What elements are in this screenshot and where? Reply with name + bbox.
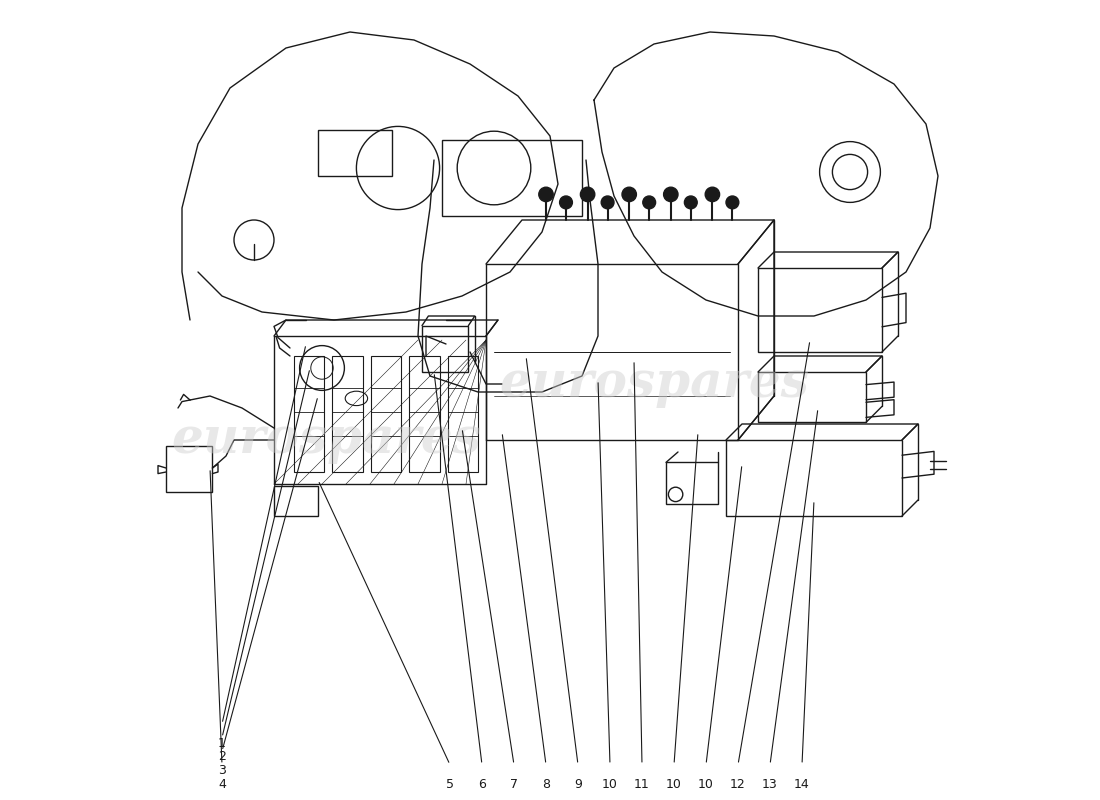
Circle shape xyxy=(539,187,553,202)
Bar xyxy=(166,446,212,492)
Circle shape xyxy=(602,196,614,209)
Text: 11: 11 xyxy=(634,778,650,790)
Text: 6: 6 xyxy=(478,778,486,790)
Bar xyxy=(409,356,440,472)
Circle shape xyxy=(560,196,572,209)
Bar xyxy=(758,268,882,352)
Bar xyxy=(294,356,324,472)
Circle shape xyxy=(726,196,739,209)
Text: 5: 5 xyxy=(446,778,454,790)
Circle shape xyxy=(642,196,656,209)
Text: 3: 3 xyxy=(218,764,226,777)
Text: 10: 10 xyxy=(602,778,618,790)
Bar xyxy=(371,356,402,472)
Text: 14: 14 xyxy=(794,778,810,790)
Circle shape xyxy=(684,196,697,209)
Text: eurospares: eurospares xyxy=(172,415,481,465)
Circle shape xyxy=(621,187,637,202)
Text: 8: 8 xyxy=(542,778,550,790)
Text: 4: 4 xyxy=(218,778,226,790)
Bar xyxy=(448,356,478,472)
Text: 10: 10 xyxy=(667,778,682,790)
Circle shape xyxy=(581,187,595,202)
Text: 10: 10 xyxy=(698,778,714,790)
Bar xyxy=(666,462,718,504)
Bar xyxy=(274,486,318,516)
Bar xyxy=(332,356,363,472)
Text: eurospares: eurospares xyxy=(499,359,808,409)
Bar xyxy=(442,140,582,216)
Text: 2: 2 xyxy=(218,750,226,763)
Bar xyxy=(726,440,902,516)
Text: 1: 1 xyxy=(218,737,226,750)
Text: 7: 7 xyxy=(510,778,518,790)
Text: 13: 13 xyxy=(762,778,778,790)
Bar xyxy=(758,372,866,422)
Circle shape xyxy=(705,187,719,202)
Bar xyxy=(318,130,392,176)
Text: 9: 9 xyxy=(574,778,582,790)
Circle shape xyxy=(663,187,678,202)
Bar xyxy=(422,326,469,372)
Text: 12: 12 xyxy=(730,778,746,790)
